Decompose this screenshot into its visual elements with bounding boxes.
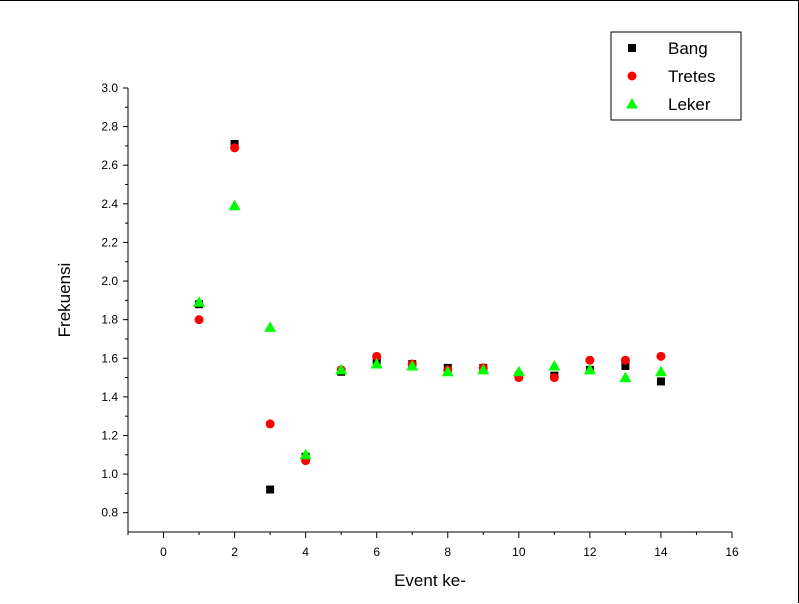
x-tick-label: 8 xyxy=(444,545,451,559)
data-point-tretes xyxy=(620,355,630,365)
data-point-leker xyxy=(477,363,490,375)
y-tick-label: 1.4 xyxy=(101,390,118,404)
legend: Bang Tretes Leker xyxy=(610,31,742,121)
legend-marker-leker xyxy=(626,98,638,109)
data-point-leker xyxy=(512,365,525,377)
series-bang xyxy=(195,139,665,494)
data-point-tretes xyxy=(656,351,666,361)
y-tick-label: 0.8 xyxy=(101,506,118,520)
x-tick-label: 0 xyxy=(160,545,167,559)
legend-marker-tretes xyxy=(627,71,637,81)
y-tick-label: 1.2 xyxy=(101,428,118,442)
data-point-bang xyxy=(621,361,630,370)
data-marks xyxy=(193,139,667,494)
x-tick-label: 4 xyxy=(302,545,309,559)
y-tick-label: 3.0 xyxy=(101,81,118,95)
data-point-leker xyxy=(441,365,454,377)
x-axis-title: Event ke- xyxy=(394,571,466,590)
legend-label-tretes: Tretes xyxy=(668,67,716,86)
data-point-leker xyxy=(406,359,419,371)
y-tick-label: 1.8 xyxy=(101,313,118,327)
data-point-tretes xyxy=(230,143,240,153)
data-point-leker xyxy=(264,321,277,332)
data-point-bang xyxy=(656,377,665,386)
y-tick-label: 2.4 xyxy=(101,197,118,211)
data-point-leker xyxy=(335,363,348,375)
data-point-leker xyxy=(299,448,312,460)
x-tick-label: 14 xyxy=(654,545,668,559)
y-axis-title: Frekuensi xyxy=(55,263,74,338)
y-tick-label: 1.6 xyxy=(101,351,118,365)
data-point-tretes xyxy=(549,373,559,383)
y-tick-label: 2.8 xyxy=(101,120,118,134)
legend-label-bang: Bang xyxy=(668,39,708,58)
series-leker xyxy=(193,199,667,460)
x-tick-label: 12 xyxy=(583,545,597,559)
y-tick-label: 2.0 xyxy=(101,274,118,288)
y-tick-label: 2.2 xyxy=(101,235,118,249)
data-point-tretes xyxy=(194,315,204,325)
data-point-leker xyxy=(619,371,632,383)
y-tick-label: 1.0 xyxy=(101,467,118,481)
data-point-leker xyxy=(193,296,206,307)
data-point-bang xyxy=(266,485,275,494)
x-tick-label: 2 xyxy=(231,545,238,559)
data-point-tretes xyxy=(585,355,595,365)
x-tick-label: 6 xyxy=(373,545,380,559)
series-tretes xyxy=(194,143,666,466)
data-point-tretes xyxy=(372,351,382,361)
legend-label-leker: Leker xyxy=(668,95,711,114)
data-point-leker xyxy=(654,365,667,377)
data-point-tretes xyxy=(265,419,275,429)
data-point-leker xyxy=(548,359,561,371)
data-point-leker xyxy=(583,363,596,375)
axes: 0.8 1.0 1.2 1.4 1.6 1.8 2.0 2.2 2.4 2.6 2.8 3.0 0 2 4 6… xyxy=(55,81,739,590)
y-tick-label: 2.6 xyxy=(101,158,118,172)
legend-marker-bang xyxy=(628,44,636,52)
data-point-leker xyxy=(228,199,241,211)
x-tick-label: 16 xyxy=(725,545,739,559)
data-point-leker xyxy=(370,358,383,369)
x-tick-label: 10 xyxy=(512,545,526,559)
